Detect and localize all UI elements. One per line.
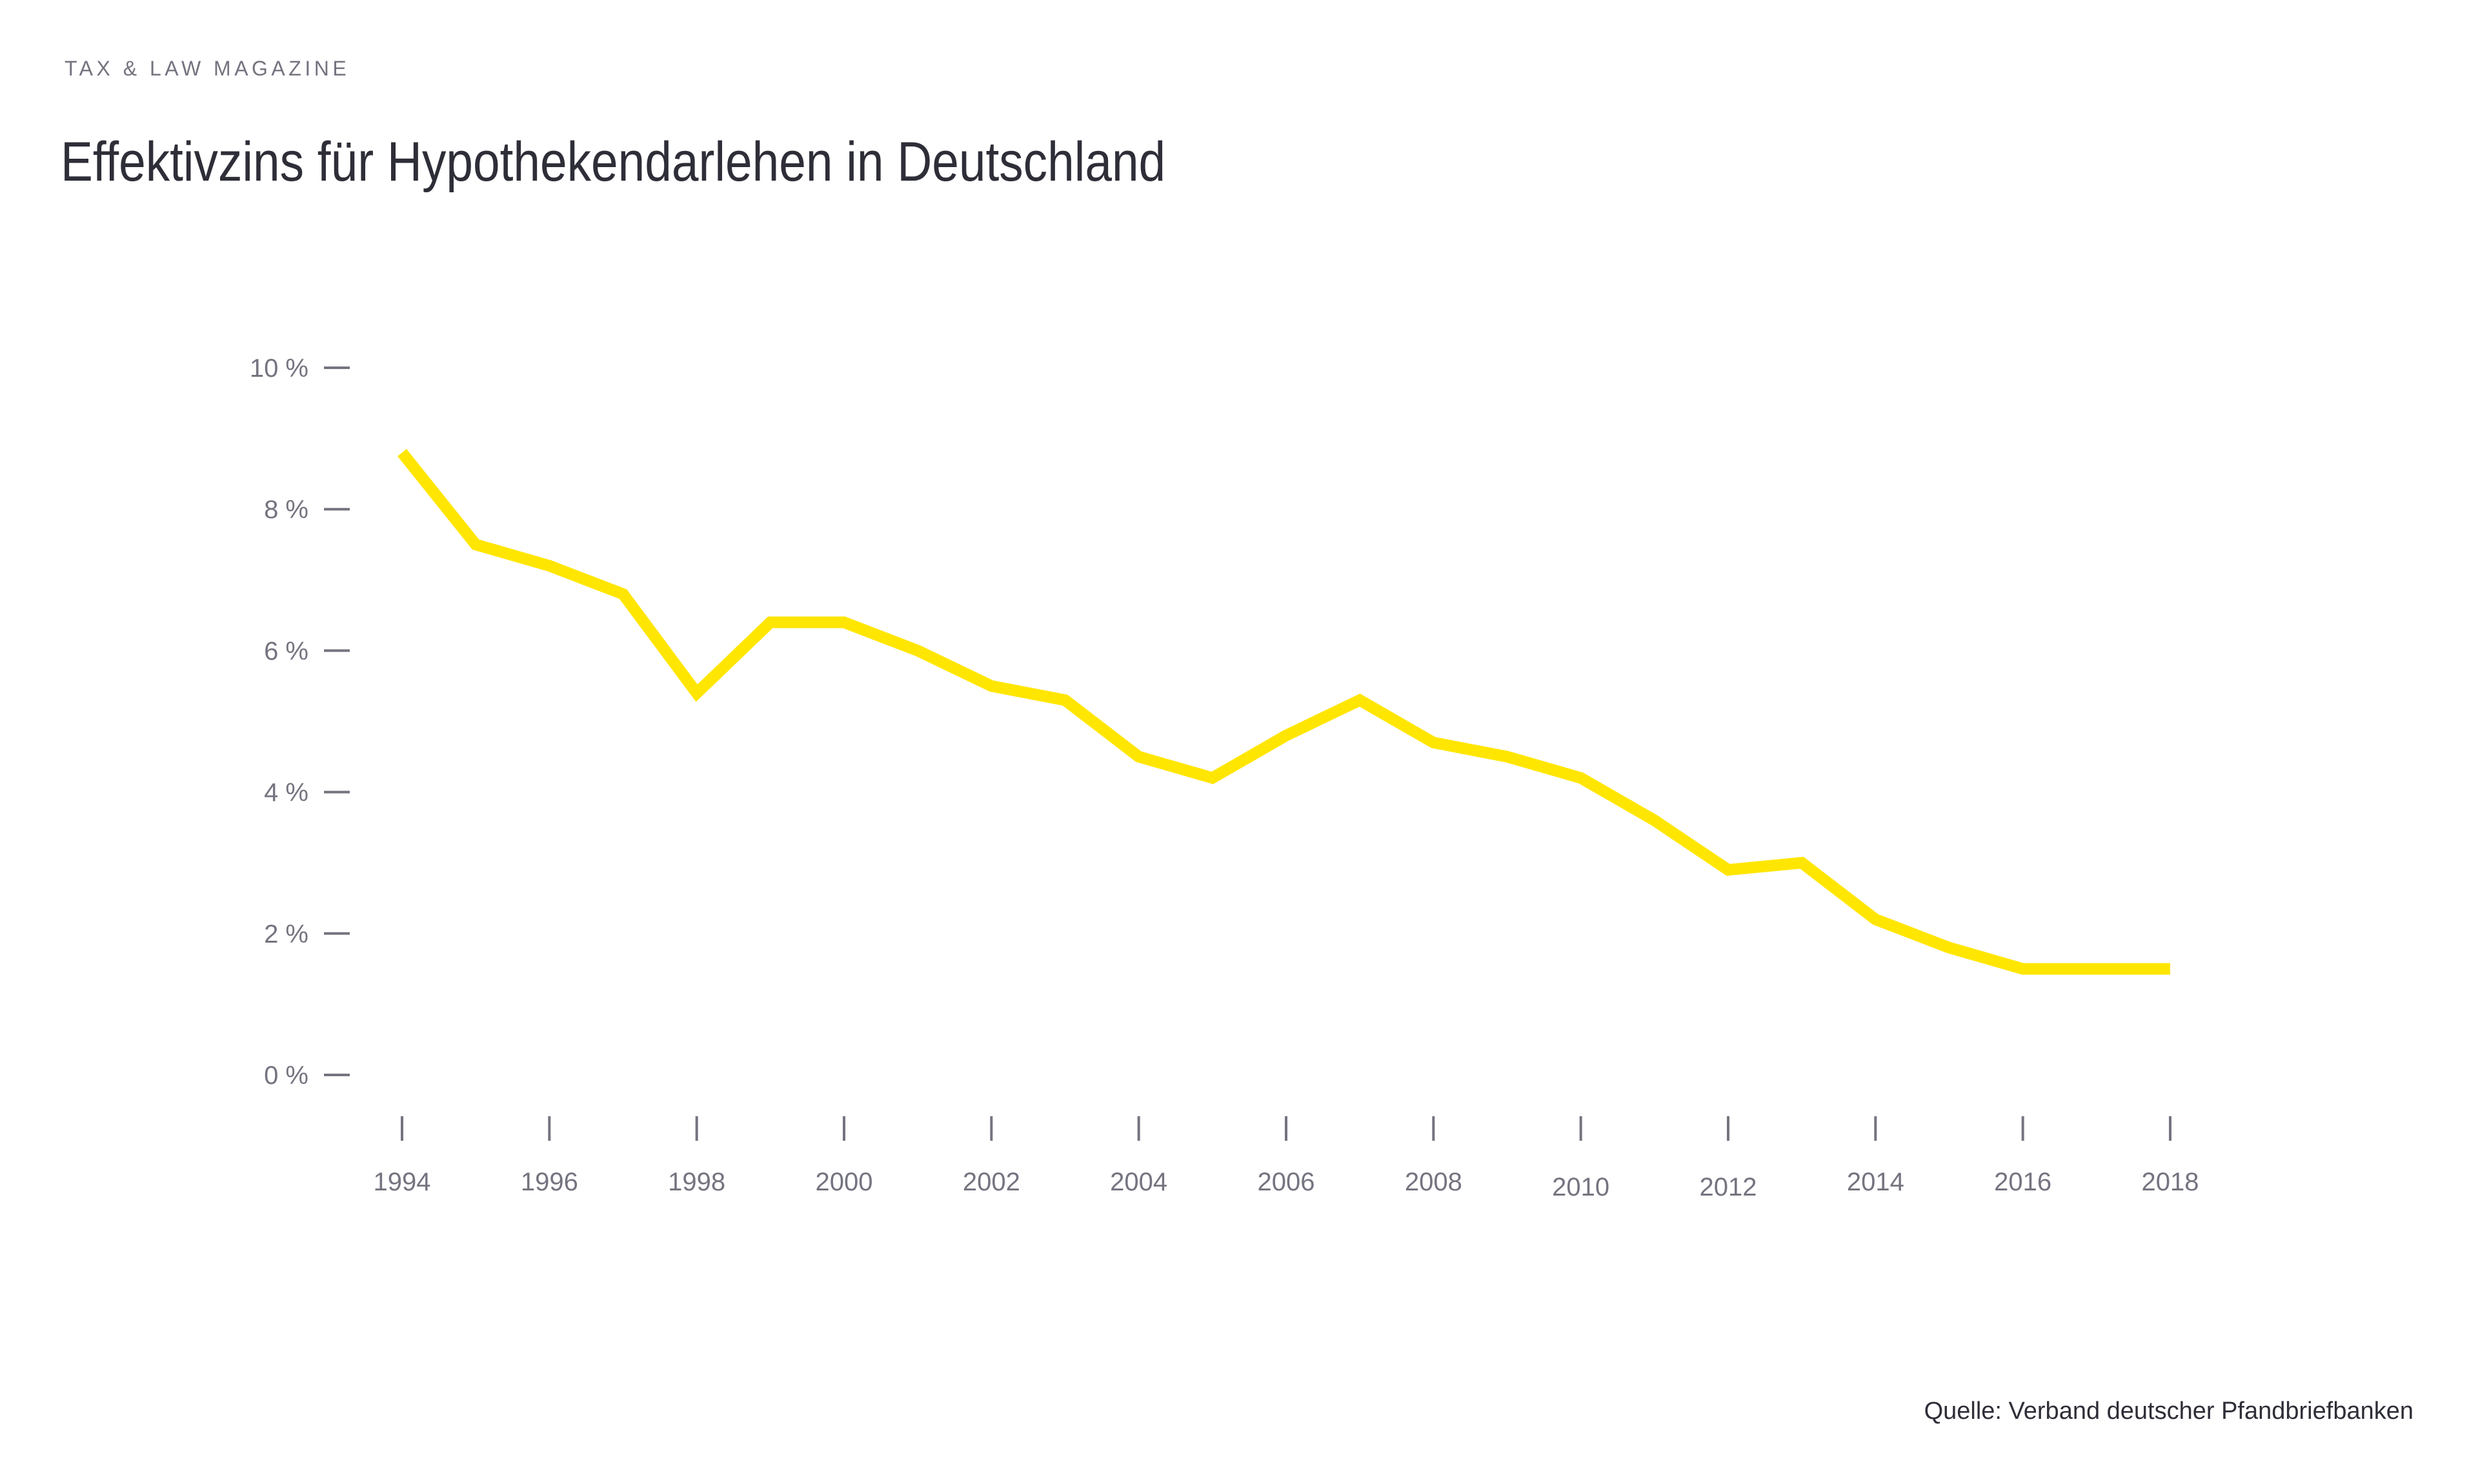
y-tick-label: 6 %: [264, 637, 308, 665]
y-tick-label: 8 %: [264, 496, 308, 524]
x-tick-label: 2006: [1258, 1168, 1315, 1196]
y-tick-label: 0 %: [264, 1061, 308, 1090]
x-tick-label: 2014: [1847, 1168, 1904, 1196]
x-tick-label: 2002: [963, 1168, 1020, 1196]
x-tick-label: 2000: [816, 1168, 873, 1196]
page-title: Effektivzins für Hypothekendarlehen in D…: [61, 130, 1166, 193]
x-tick-label: 2012: [1700, 1173, 1757, 1201]
chart-line: [397, 448, 2170, 975]
x-tick-label: 2008: [1405, 1168, 1462, 1196]
x-tick-label: 1994: [374, 1168, 431, 1196]
x-tick-label: 1998: [668, 1168, 725, 1196]
source-note: Quelle: Verband deutscher Pfandbriefbank…: [1924, 1398, 2413, 1425]
x-tick-label: 1996: [521, 1168, 578, 1196]
y-tick-label: 10 %: [250, 354, 308, 383]
x-tick-label: 2004: [1110, 1168, 1167, 1196]
y-tick-label: 2 %: [264, 920, 308, 948]
x-tick-label: 2016: [1994, 1168, 2051, 1196]
x-tick-label: 2010: [1552, 1173, 1609, 1201]
magazine-kicker: TAX & LAW MAGAZINE: [65, 57, 350, 80]
y-axis: 10 % 8 % 6 % 4 % 2 % 0 %: [250, 354, 350, 1090]
x-tick-label: 2018: [2142, 1168, 2199, 1196]
x-axis: 1994 1996 1998 2000 2002 2004 2006 2008 2010 2012…: [374, 1116, 2199, 1201]
y-tick-label: 4 %: [264, 779, 308, 807]
